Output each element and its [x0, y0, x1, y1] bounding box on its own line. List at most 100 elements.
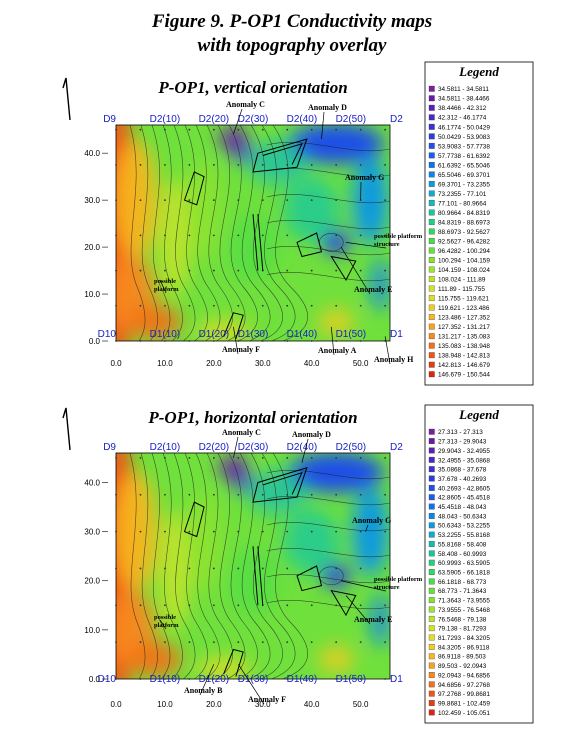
north-arrow-icon — [62, 77, 71, 121]
station-label-bottom: D1 — [390, 329, 403, 340]
station-label-top: D2(20) — [199, 114, 230, 125]
legend-swatch — [428, 95, 435, 102]
legend-swatch — [428, 587, 435, 594]
annotation-label: possible platform — [374, 233, 423, 240]
legend-swatch — [428, 123, 435, 130]
x-tick-label: 50.0 — [353, 359, 369, 368]
legend-label: 42.312 - 46.1774 — [438, 115, 487, 122]
station-label-bottom: D1(50) — [336, 674, 367, 685]
legend-swatch — [428, 700, 435, 706]
station-label-top: D2(10) — [150, 114, 181, 125]
x-tick-label: 0.0 — [110, 700, 122, 709]
legend-label: 38.4466 - 42.312 — [438, 105, 487, 112]
legend: Legend 27.313 - 27.313 27.313 - 29.9043 29.… — [424, 404, 534, 724]
legend-label: 63.5905 - 66.1818 — [438, 570, 490, 577]
legend-label: 88.6973 - 92.5627 — [438, 229, 490, 236]
legend-label: 86.9118 - 89.503 — [438, 654, 486, 661]
station-labels: D9 D2(10) D2(20) D2(30) D2(40) D2(50) D2 D10 D1(… — [98, 114, 404, 340]
annotation-label: Anomaly F — [248, 695, 286, 704]
legend-label: 35.0868 - 37.678 — [438, 467, 487, 474]
annotation-label: possible platform — [374, 576, 423, 583]
station-label-bottom: D1(30) — [238, 674, 269, 685]
y-tick-label: 40.0 — [84, 478, 100, 487]
station-label-bottom: D1(40) — [287, 329, 318, 340]
legend-swatch — [428, 142, 435, 149]
conductivity-field — [116, 453, 390, 679]
x-tick-label: 0.0 — [110, 359, 122, 368]
annotation-label: Anomaly G — [352, 516, 391, 525]
legend-label: 53.9083 - 57.7738 — [438, 143, 490, 150]
annotation-label: Anomaly C — [222, 428, 261, 437]
plot-frame — [115, 124, 391, 342]
north-arrow-icon — [62, 407, 71, 451]
annotation-label: Anomaly E — [354, 615, 392, 624]
legend-label: 138.948 - 142.813 — [438, 353, 490, 360]
x-tick-label: 20.0 — [206, 700, 222, 709]
legend-label: 99.8681 - 102.459 — [438, 700, 490, 707]
x-tick-label: 30.0 — [255, 700, 271, 709]
legend-swatch — [428, 209, 435, 216]
legend-label: 84.8319 - 88.6973 — [438, 219, 490, 226]
station-label-top: D2(30) — [238, 442, 269, 453]
axis-ticks: 0.0 10.0 20.0 30.0 40.0 50.0 0.0 10.0 20.0 30.0 40… — [84, 478, 369, 709]
legend-label: 97.2768 - 99.8681 — [438, 691, 490, 698]
annotation-label: Anomaly E — [354, 285, 392, 294]
legend-swatch — [428, 428, 435, 435]
survey-points — [115, 128, 387, 342]
station-label-top: D2(30) — [238, 114, 269, 125]
legend-label: 89.503 - 92.0943 — [438, 663, 487, 670]
structure-outlines — [183, 466, 357, 677]
legend-swatch — [428, 247, 435, 254]
annotation-label: possible — [154, 614, 176, 621]
legend-swatch — [428, 606, 435, 613]
annotation-label: Anomaly D — [292, 430, 331, 439]
anomaly-annotations: Anomaly C Anomaly D Anomaly G Anomaly E Anom… — [154, 100, 423, 365]
station-label-top: D2(50) — [336, 114, 367, 125]
station-label-bottom: D1(20) — [199, 674, 230, 685]
legend-swatch — [428, 503, 435, 510]
legend-swatch — [428, 644, 435, 650]
y-tick-label: 10.0 — [84, 290, 100, 299]
station-label-top: D9 — [103, 114, 116, 125]
station-label-bottom: D1(50) — [336, 329, 367, 340]
legend-swatch — [428, 625, 435, 632]
legend-swatch — [428, 597, 435, 604]
legend-swatch — [428, 634, 435, 641]
legend-swatch — [428, 219, 435, 225]
legend-swatch — [428, 181, 435, 187]
legend-label: 53.2255 - 55.8168 — [438, 532, 490, 539]
legend-label: 131.217 - 135.083 — [438, 334, 490, 341]
conductivity-field — [116, 125, 390, 341]
legend-label: 108.024 - 111.89 — [438, 277, 486, 284]
legend-label: 65.5046 - 69.3701 — [438, 172, 490, 179]
legend-label: 142.813 - 146.679 — [438, 362, 490, 369]
figure-title-line2: with topography overlay — [197, 35, 387, 56]
x-tick-label: 40.0 — [304, 359, 320, 368]
legend-label: 32.4955 - 35.0868 — [438, 457, 490, 464]
legend-label: 77.101 - 80.9664 — [438, 200, 487, 207]
legend-swatch — [428, 133, 435, 140]
plot-title: P-OP1, vertical orientation — [157, 78, 347, 97]
legend-swatch — [428, 466, 435, 473]
figure-title: Figure 9. P-OP1 Conductivity maps with t… — [0, 10, 584, 58]
legend-swatch — [428, 456, 435, 463]
legend-label: 123.486 - 127.352 — [438, 315, 490, 322]
legend-swatch — [428, 559, 435, 566]
station-labels: D9 D2(10) D2(20) D2(30) D2(40) D2(50) D2 D10 D1(… — [98, 442, 404, 685]
legend-swatch — [428, 484, 435, 491]
annotation-label: Anomaly H — [374, 355, 414, 364]
legend-label: 37.678 - 40.2693 — [438, 476, 487, 483]
legend-swatch — [428, 438, 435, 445]
legend-label: 40.2693 - 42.8605 — [438, 485, 490, 492]
legend-swatch — [428, 361, 435, 368]
y-tick-label: 40.0 — [84, 149, 100, 158]
legend-label: 119.621 - 123.486 — [438, 305, 490, 312]
annotation-label: structure — [374, 584, 400, 591]
station-label-bottom: D10 — [98, 329, 117, 340]
station-label-bottom: D1(30) — [238, 329, 269, 340]
legend-label: 80.9664 - 84.8319 — [438, 210, 490, 217]
station-label-top: D2(50) — [336, 442, 367, 453]
chart-panel-2: P-OP1, horizontal orientation D9 D2(10) D2(… — [62, 404, 534, 724]
x-tick-label: 20.0 — [206, 359, 222, 368]
